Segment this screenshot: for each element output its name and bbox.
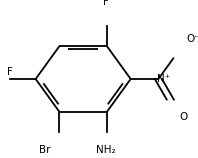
Text: N⁺: N⁺	[157, 74, 171, 84]
Text: F: F	[103, 0, 109, 7]
Text: O⁻: O⁻	[186, 34, 198, 45]
Text: Br: Br	[39, 145, 50, 155]
Text: O: O	[179, 112, 188, 122]
Text: NH₂: NH₂	[96, 145, 116, 155]
Text: F: F	[7, 67, 13, 77]
